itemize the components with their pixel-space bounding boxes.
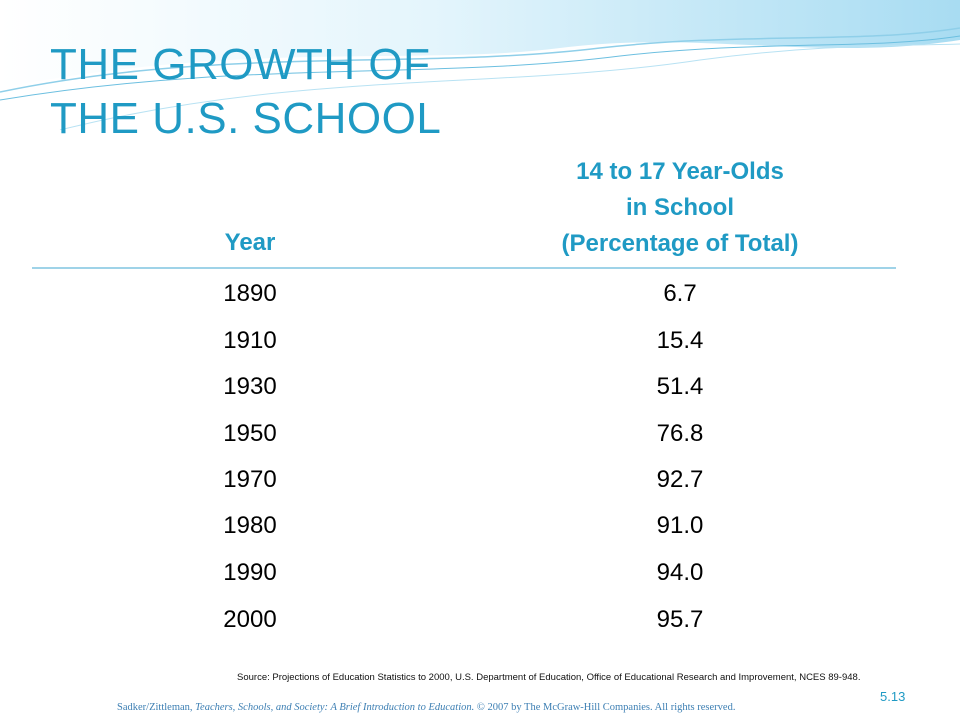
- title-line-1: THE GROWTH OF: [50, 40, 431, 89]
- header-pct-line-1: 14 to 17 Year-Olds: [576, 158, 784, 185]
- footer-rights: © 2007 by The McGraw-Hill Companies. All…: [474, 702, 736, 713]
- table-row: 1890 6.7: [0, 271, 960, 317]
- percentage-cell: 15.4: [656, 327, 704, 354]
- source-note: Source: Projections of Education Statist…: [237, 672, 861, 683]
- year-cell: 1980: [223, 512, 277, 539]
- year-cell: 1910: [223, 327, 277, 354]
- table-row: 2000 95.7: [0, 597, 960, 643]
- table-row: 1970 92.7: [0, 457, 960, 503]
- percentage-cell: 94.0: [656, 559, 704, 586]
- percentage-cell: 91.0: [656, 512, 704, 539]
- table-row: 1910 15.4: [0, 318, 960, 364]
- percentage-cell: 51.4: [656, 373, 704, 400]
- header-pct-line-2: in School: [626, 194, 734, 221]
- header-pct-line-3: (Percentage of Total): [561, 230, 799, 257]
- year-cell: 1950: [223, 420, 277, 447]
- column-header-year: Year: [224, 229, 276, 256]
- year-cell: 1970: [223, 466, 277, 493]
- percentage-cell: 6.7: [663, 280, 697, 307]
- slide-title: THE GROWTH OF THE U.S. SCHOOL: [50, 38, 441, 146]
- table-row: 1930 51.4: [0, 364, 960, 410]
- table-row: 1950 76.8: [0, 411, 960, 457]
- copyright-footer: Sadker/Zittleman, Teachers, Schools, and…: [117, 702, 735, 713]
- table-row: 1990 94.0: [0, 550, 960, 596]
- percentage-cell: 92.7: [656, 466, 704, 493]
- table-row: 1980 91.0: [0, 503, 960, 549]
- title-line-2: THE U.S. SCHOOL: [50, 94, 442, 143]
- header-wave-decoration: [0, 0, 960, 130]
- year-cell: 1990: [223, 559, 277, 586]
- footer-book-title: Teachers, Schools, and Society: A Brief …: [195, 702, 475, 713]
- footer-authors: Sadker/Zittleman,: [117, 702, 196, 713]
- header-divider: [32, 267, 896, 269]
- year-cell: 2000: [223, 606, 277, 633]
- year-cell: 1890: [223, 280, 277, 307]
- percentage-cell: 76.8: [656, 420, 704, 447]
- year-cell: 1930: [223, 373, 277, 400]
- column-header-percentage: 14 to 17 Year-Olds in School (Percentage…: [480, 154, 880, 262]
- slide-number: 5.13: [880, 689, 906, 704]
- percentage-cell: 95.7: [656, 606, 704, 633]
